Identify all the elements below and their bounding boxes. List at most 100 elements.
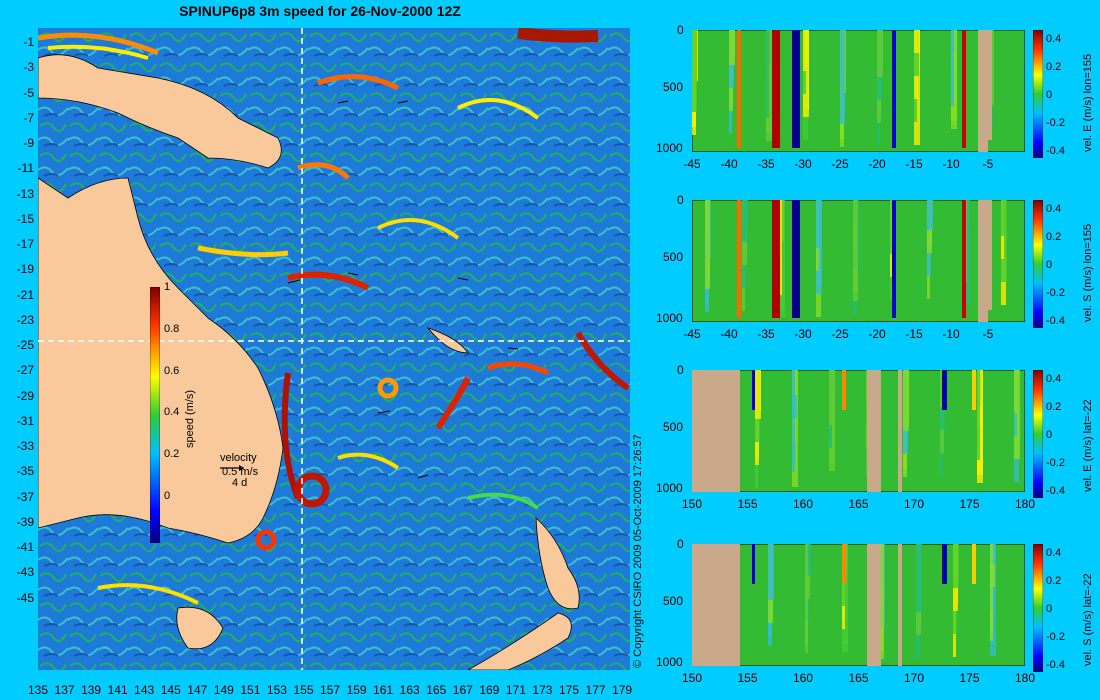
lat-tick-label: -37	[16, 489, 34, 504]
section-colorbar-tick: 0.2	[1046, 575, 1062, 587]
lon-tick-label: 143	[134, 683, 155, 697]
lat-tick-label: -45	[16, 590, 34, 605]
colorbar-tick-label: 0.8	[164, 322, 180, 335]
section-x-tick: 180	[1014, 497, 1036, 511]
section-x-tick: 150	[681, 497, 703, 511]
section-x-tick: 150	[681, 671, 703, 685]
section-x-tick: -5	[982, 327, 994, 341]
lon-tick-label: 163	[399, 683, 420, 697]
section-x-tick: 165	[848, 671, 869, 685]
section-x-tick: 175	[959, 671, 980, 685]
section-colorbar-tick: -0.4	[1046, 145, 1065, 157]
lat-tick-label: -11	[17, 161, 34, 176]
lon-tick-label: 159	[346, 683, 367, 697]
section-plot	[692, 30, 1025, 152]
velocity-arrows	[287, 100, 519, 479]
lat-tick-label: -39	[16, 514, 34, 529]
lon-tick-label: 167	[452, 683, 473, 697]
section-colorbar-tick: 0.2	[1046, 401, 1062, 413]
section-x-tick: -45	[683, 327, 701, 341]
lat-tick-label: -13	[16, 186, 34, 201]
lat-tick-label: -1	[23, 35, 34, 49]
section-colorbar-tick: 0.4	[1046, 33, 1062, 45]
section-depth-tick: 1000	[656, 481, 683, 495]
section-x-tick: -35	[757, 157, 775, 171]
lon-tick-label: 149	[213, 683, 234, 697]
section-colorbar-tick: 0.4	[1046, 547, 1062, 559]
lat-tick-label: -21	[16, 287, 34, 302]
lon-tick-label: 151	[240, 683, 261, 697]
lat-tick-label: -17	[16, 237, 34, 251]
velocity-legend-days: 4 d	[232, 477, 248, 489]
lat-tick-label: -19	[16, 262, 34, 277]
section-colorbar	[1033, 370, 1043, 498]
section-x-tick: 180	[1014, 671, 1036, 685]
lon-tick-label: 161	[373, 683, 394, 697]
lon-tick-label: 155	[293, 683, 314, 697]
lon-tick-label: 137	[54, 683, 75, 697]
section-depth-tick: 1000	[656, 141, 683, 155]
lat-tick-label: -31	[16, 413, 34, 428]
velocity-legend-title: velocity	[220, 452, 257, 464]
section-label: vel. S (m/s) lat=-22	[1082, 573, 1094, 666]
section-x-tick: 155	[737, 671, 758, 685]
section-depth-tick: 0	[677, 537, 684, 551]
section-x-tick: -15	[905, 157, 923, 171]
lon-tick-label: 153	[266, 683, 287, 697]
section-x-tick: -10	[942, 157, 960, 171]
lat-tick-label: -5	[23, 85, 34, 100]
section-x-tick: -20	[868, 157, 886, 171]
section-depth-tick: 0	[677, 193, 684, 207]
lon-tick-label: 157	[320, 683, 341, 697]
lon-tick-label: 175	[558, 683, 580, 697]
section-colorbar-tick: -0.2	[1046, 631, 1065, 643]
section-label: vel. S (m/s) lon=155	[1082, 223, 1094, 322]
lat-tick-label: -7	[23, 110, 34, 125]
lat-tick-label: -43	[16, 565, 34, 580]
section-x-tick: -15	[905, 327, 923, 341]
speed-colorbar	[150, 287, 160, 543]
section-x-tick: 170	[903, 671, 925, 685]
lon-tick-label: 135	[27, 683, 49, 697]
section-colorbar-tick: 0	[1046, 259, 1053, 271]
section-colorbar-tick: -0.2	[1046, 457, 1065, 469]
lon-tick-label: 171	[505, 683, 526, 697]
plot-title: SPINUP6p8 3m speed for 26-Nov-2000 12Z	[179, 3, 461, 19]
lat-tick-label: -33	[16, 439, 34, 453]
tasmania	[176, 606, 224, 650]
section-colorbar-tick: -0.2	[1046, 287, 1065, 299]
section-x-tick: -25	[831, 327, 849, 341]
lon-tick-label: 139	[81, 683, 102, 697]
section-colorbar-tick: -0.2	[1046, 117, 1065, 129]
section-colorbar-tick: 0	[1046, 429, 1053, 441]
section-x-tick: 165	[848, 497, 869, 511]
lon-tick-label: 145	[160, 683, 181, 697]
section-label: vel. E (m/s) lon=155	[1082, 53, 1094, 152]
section-depth-tick: 500	[663, 420, 684, 434]
section-colorbar	[1033, 30, 1043, 158]
lon-tick-label: 179	[612, 683, 633, 697]
lon-tick-label: 177	[585, 683, 606, 697]
section-colorbar-tick: 0.2	[1046, 231, 1062, 243]
new-guinea	[38, 54, 282, 169]
section-x-tick: -35	[757, 327, 775, 341]
section-x-tick: 160	[792, 497, 814, 511]
lat-tick-label: -9	[23, 136, 34, 150]
lon-tick-label: 141	[107, 683, 128, 697]
copyright-stamp: © Copyright CSIRO 2009 05-Oct-2009 17:26…	[632, 434, 644, 668]
section-x-tick: -40	[720, 157, 738, 171]
section-depth-tick: 500	[663, 594, 684, 608]
section-colorbar-tick: 0	[1046, 89, 1053, 101]
section-x-tick: 155	[737, 497, 758, 511]
lon-tick-label: 147	[187, 683, 208, 697]
lat-tick-label: -25	[16, 338, 34, 352]
lon-tick-label: 169	[479, 683, 500, 697]
section-x-tick: -45	[683, 157, 701, 171]
section-x-tick: 160	[792, 671, 814, 685]
section-colorbar-tick: 0	[1046, 603, 1053, 615]
colorbar-label: speed (m/s)	[184, 389, 196, 448]
lat-tick-label: -15	[16, 211, 34, 226]
section-x-tick: -30	[794, 157, 812, 171]
colorbar-tick-label: 1	[164, 281, 171, 293]
velocity-legend-scale: 0.5 m/s	[222, 466, 259, 478]
